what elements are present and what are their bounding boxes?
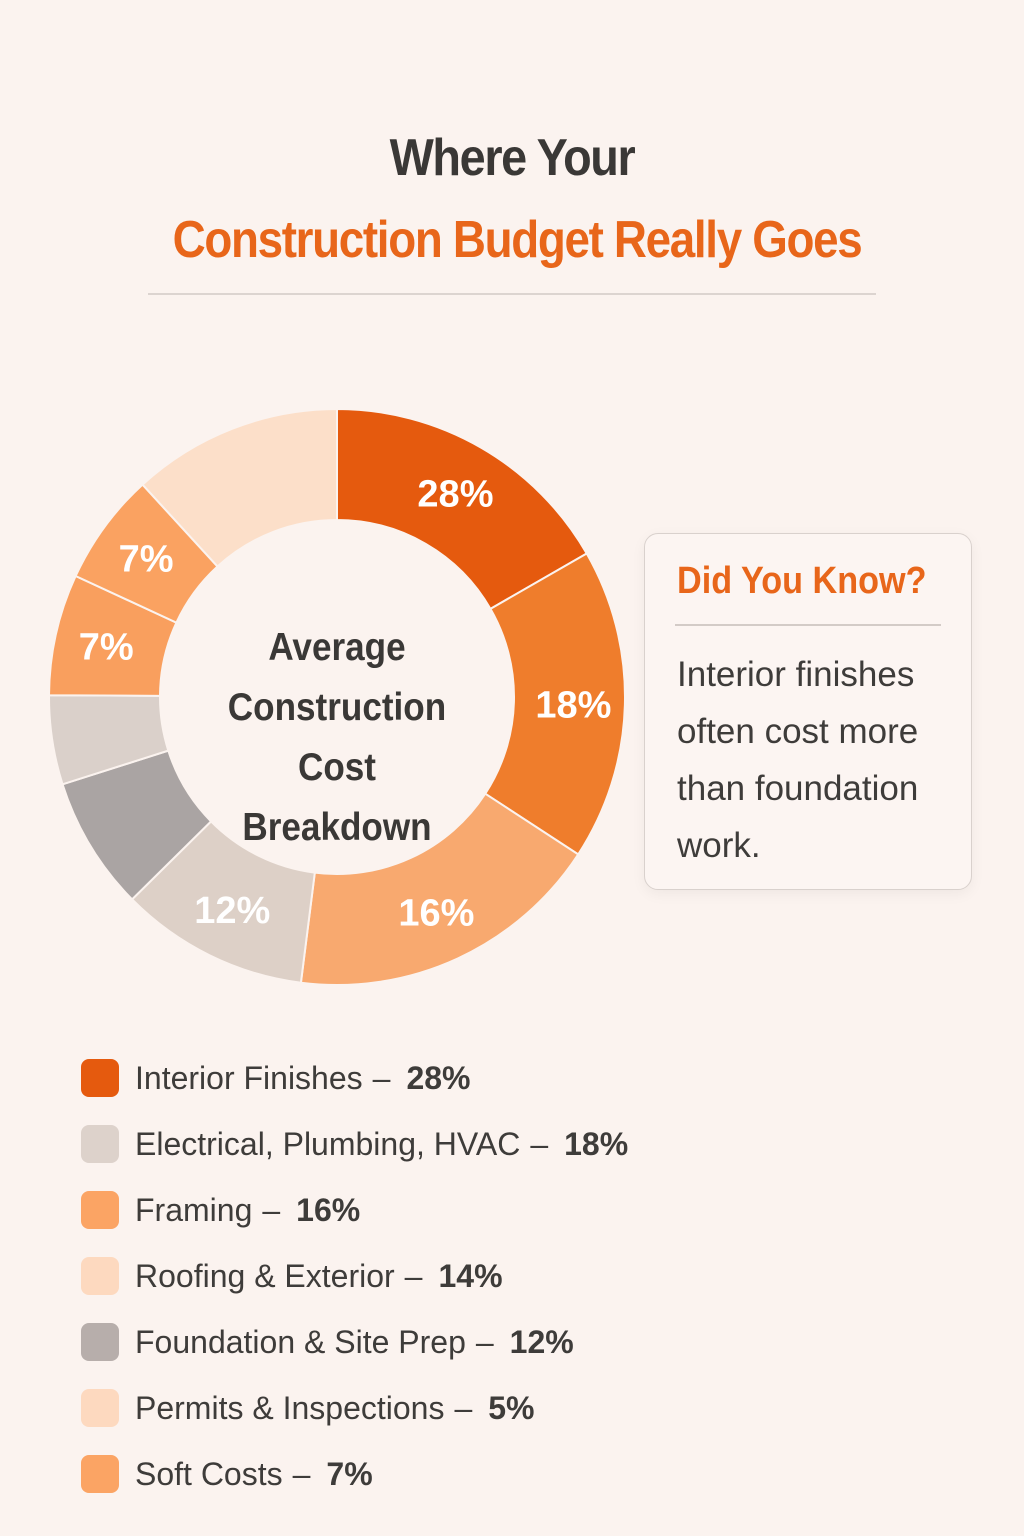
donut-slice xyxy=(483,552,626,856)
donut-chart: 28% 18% 16% 12% 7% 7% xyxy=(47,407,626,986)
slice-label: 18% xyxy=(535,685,611,727)
legend-swatch xyxy=(81,1389,119,1427)
title-line-2: Construction Budget Really Goes xyxy=(172,211,863,269)
legend-item: Electrical, Plumbing, HVAC –18% xyxy=(81,1111,628,1177)
slice-label: 7% xyxy=(119,538,174,580)
legend-dash: – xyxy=(475,1323,494,1360)
legend-label: Framing xyxy=(135,1191,253,1228)
legend-dash: – xyxy=(292,1455,311,1492)
donut-slice xyxy=(141,407,338,568)
legend-swatch xyxy=(81,1323,119,1361)
legend-swatch xyxy=(81,1125,119,1163)
legend-label: Foundation & Site Prep xyxy=(135,1323,466,1360)
donut-slice xyxy=(336,407,589,611)
donut-slice xyxy=(299,792,580,986)
legend-percent: 5% xyxy=(488,1389,535,1426)
legend-swatch xyxy=(81,1455,119,1493)
title-line-1: Where Your xyxy=(389,129,636,187)
legend-label: Electrical, Plumbing, HVAC xyxy=(135,1125,521,1162)
center-label-line: Construction xyxy=(227,686,447,729)
legend-swatch xyxy=(81,1191,119,1229)
legend-percent: 18% xyxy=(564,1125,629,1162)
center-label-line: Cost Breakdown xyxy=(242,746,432,849)
callout-divider xyxy=(675,624,941,626)
legend-percent: 12% xyxy=(509,1323,574,1360)
legend-item: Roofing & Exterior –14% xyxy=(81,1243,628,1309)
did-you-know-callout: Did You Know? Interior finishes often co… xyxy=(644,533,972,890)
center-label-line: Average xyxy=(268,626,406,669)
legend-item: Framing –16% xyxy=(81,1177,628,1243)
slice-label: 16% xyxy=(398,893,474,935)
legend-percent: 28% xyxy=(406,1059,471,1096)
legend-label: Roofing & Exterior xyxy=(135,1257,395,1294)
legend-item: Soft Costs –7% xyxy=(81,1441,628,1507)
legend-label: Interior Finishes xyxy=(135,1059,363,1096)
legend-dash: – xyxy=(404,1257,423,1294)
legend-label: Soft Costs xyxy=(135,1455,283,1492)
legend-percent: 14% xyxy=(438,1257,503,1294)
legend-percent: 7% xyxy=(326,1455,373,1492)
legend-item: Foundation & Site Prep –12% xyxy=(81,1309,628,1375)
legend-dash: – xyxy=(454,1389,473,1426)
legend-dash: – xyxy=(262,1191,281,1228)
legend-dash: – xyxy=(372,1059,391,1096)
legend-swatch xyxy=(81,1059,119,1097)
callout-title: Did You Know? xyxy=(677,560,927,602)
slice-label: 7% xyxy=(79,626,134,668)
slice-label: 28% xyxy=(417,473,493,515)
slice-label: 12% xyxy=(194,890,270,932)
callout-body: Interior finishes often cost more than f… xyxy=(677,655,919,865)
legend-item: Interior Finishes –28% xyxy=(81,1045,628,1111)
legend-label: Permits & Inspections xyxy=(135,1389,445,1426)
legend-dash: – xyxy=(530,1125,549,1162)
legend: Interior Finishes –28% Electrical, Plumbin… xyxy=(81,1045,628,1507)
title-divider xyxy=(148,293,876,295)
legend-item: Permits & Inspections –5% xyxy=(81,1375,628,1441)
donut-center-label: Average Construction Cost Breakdown xyxy=(202,618,472,858)
legend-swatch xyxy=(81,1257,119,1295)
legend-percent: 16% xyxy=(296,1191,361,1228)
